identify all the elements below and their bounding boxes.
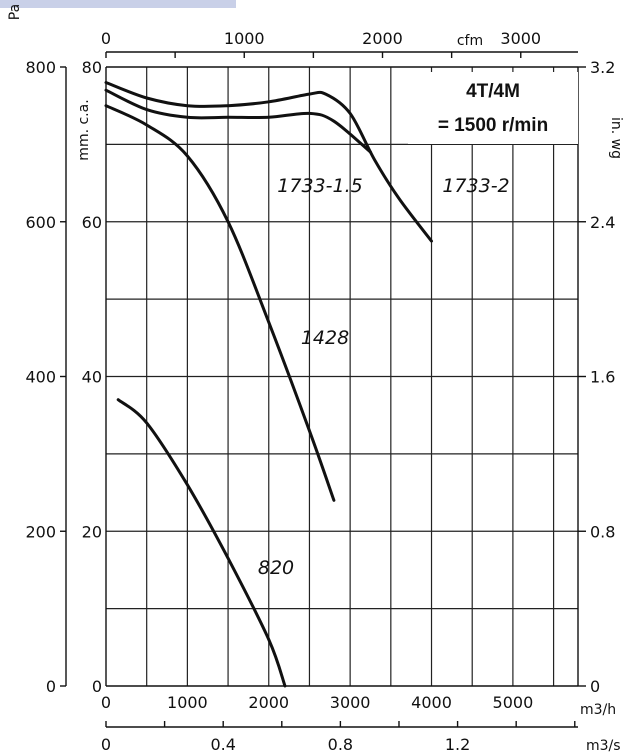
mmca-tick-label: 20: [82, 522, 102, 541]
m3h-tick-label: 2000: [248, 693, 289, 712]
m3s-tick-label: 0.4: [210, 735, 235, 754]
axes-layer: [60, 51, 586, 728]
m3h-tick-label: 0: [101, 693, 111, 712]
m3h-tick-label: 3000: [330, 693, 371, 712]
cfm-tick-label: 0: [101, 29, 111, 48]
inwg-tick-label: 0.8: [590, 522, 615, 541]
pa-tick-label: 800: [25, 58, 56, 77]
mmca-tick-label: 40: [82, 368, 102, 387]
pa-tick-label: 200: [25, 522, 56, 541]
pa-tick-label: 0: [46, 677, 56, 696]
cfm-tick-label: 1000: [224, 29, 265, 48]
chart-subtitle: = 1500 r/min: [438, 115, 548, 136]
m3s-tick-label: 0.8: [328, 735, 353, 754]
m3h-tick-label: 5000: [493, 693, 534, 712]
pa-tick-label: 600: [25, 213, 56, 232]
inwg-tick-label: 0: [590, 677, 600, 696]
grid-layer: [106, 67, 578, 686]
curves-layer: [104, 81, 433, 688]
curve-1733-1-5: [104, 88, 372, 154]
rating-box: [408, 72, 578, 144]
curve-label-1733-2: 1733-2: [442, 175, 509, 197]
pa-axis-label: Pa: [7, 4, 23, 20]
m3s-tick-label: 1.2: [445, 735, 470, 754]
curve-label-1733-1-5: 1733-1.5: [277, 175, 362, 197]
curve-820: [116, 398, 287, 688]
top-accent-bar: [0, 0, 236, 8]
curve-1733-2: [104, 81, 433, 243]
m3h-axis-label: m3/h: [580, 702, 616, 718]
m3h-tick-label: 1000: [167, 693, 208, 712]
cfm-tick-label: 3000: [500, 29, 541, 48]
chart-title: 4T/4M: [466, 81, 520, 102]
mmca-tick-label: 80: [82, 58, 102, 77]
inwg-tick-label: 1.6: [590, 368, 615, 387]
mmca-axis-label: mm. c.a.: [76, 99, 92, 160]
inwg-axis-label: in. wg: [608, 117, 624, 159]
mmca-tick-label: 60: [82, 213, 102, 232]
inwg-tick-label: 3.2: [590, 58, 615, 77]
cfm-axis-label: cfm: [457, 33, 483, 49]
m3h-tick-label: 4000: [411, 693, 452, 712]
cfm-tick-label: 2000: [362, 29, 403, 48]
m3s-axis-label: m3/s: [586, 738, 621, 754]
curve-1428: [104, 104, 336, 502]
inwg-tick-label: 2.4: [590, 213, 615, 232]
mmca-tick-label: 0: [92, 677, 102, 696]
curve-label-820: 820: [258, 557, 294, 579]
m3s-tick-label: 0: [101, 735, 111, 754]
curve-label-1428: 1428: [301, 327, 349, 349]
pa-tick-label: 400: [25, 368, 56, 387]
